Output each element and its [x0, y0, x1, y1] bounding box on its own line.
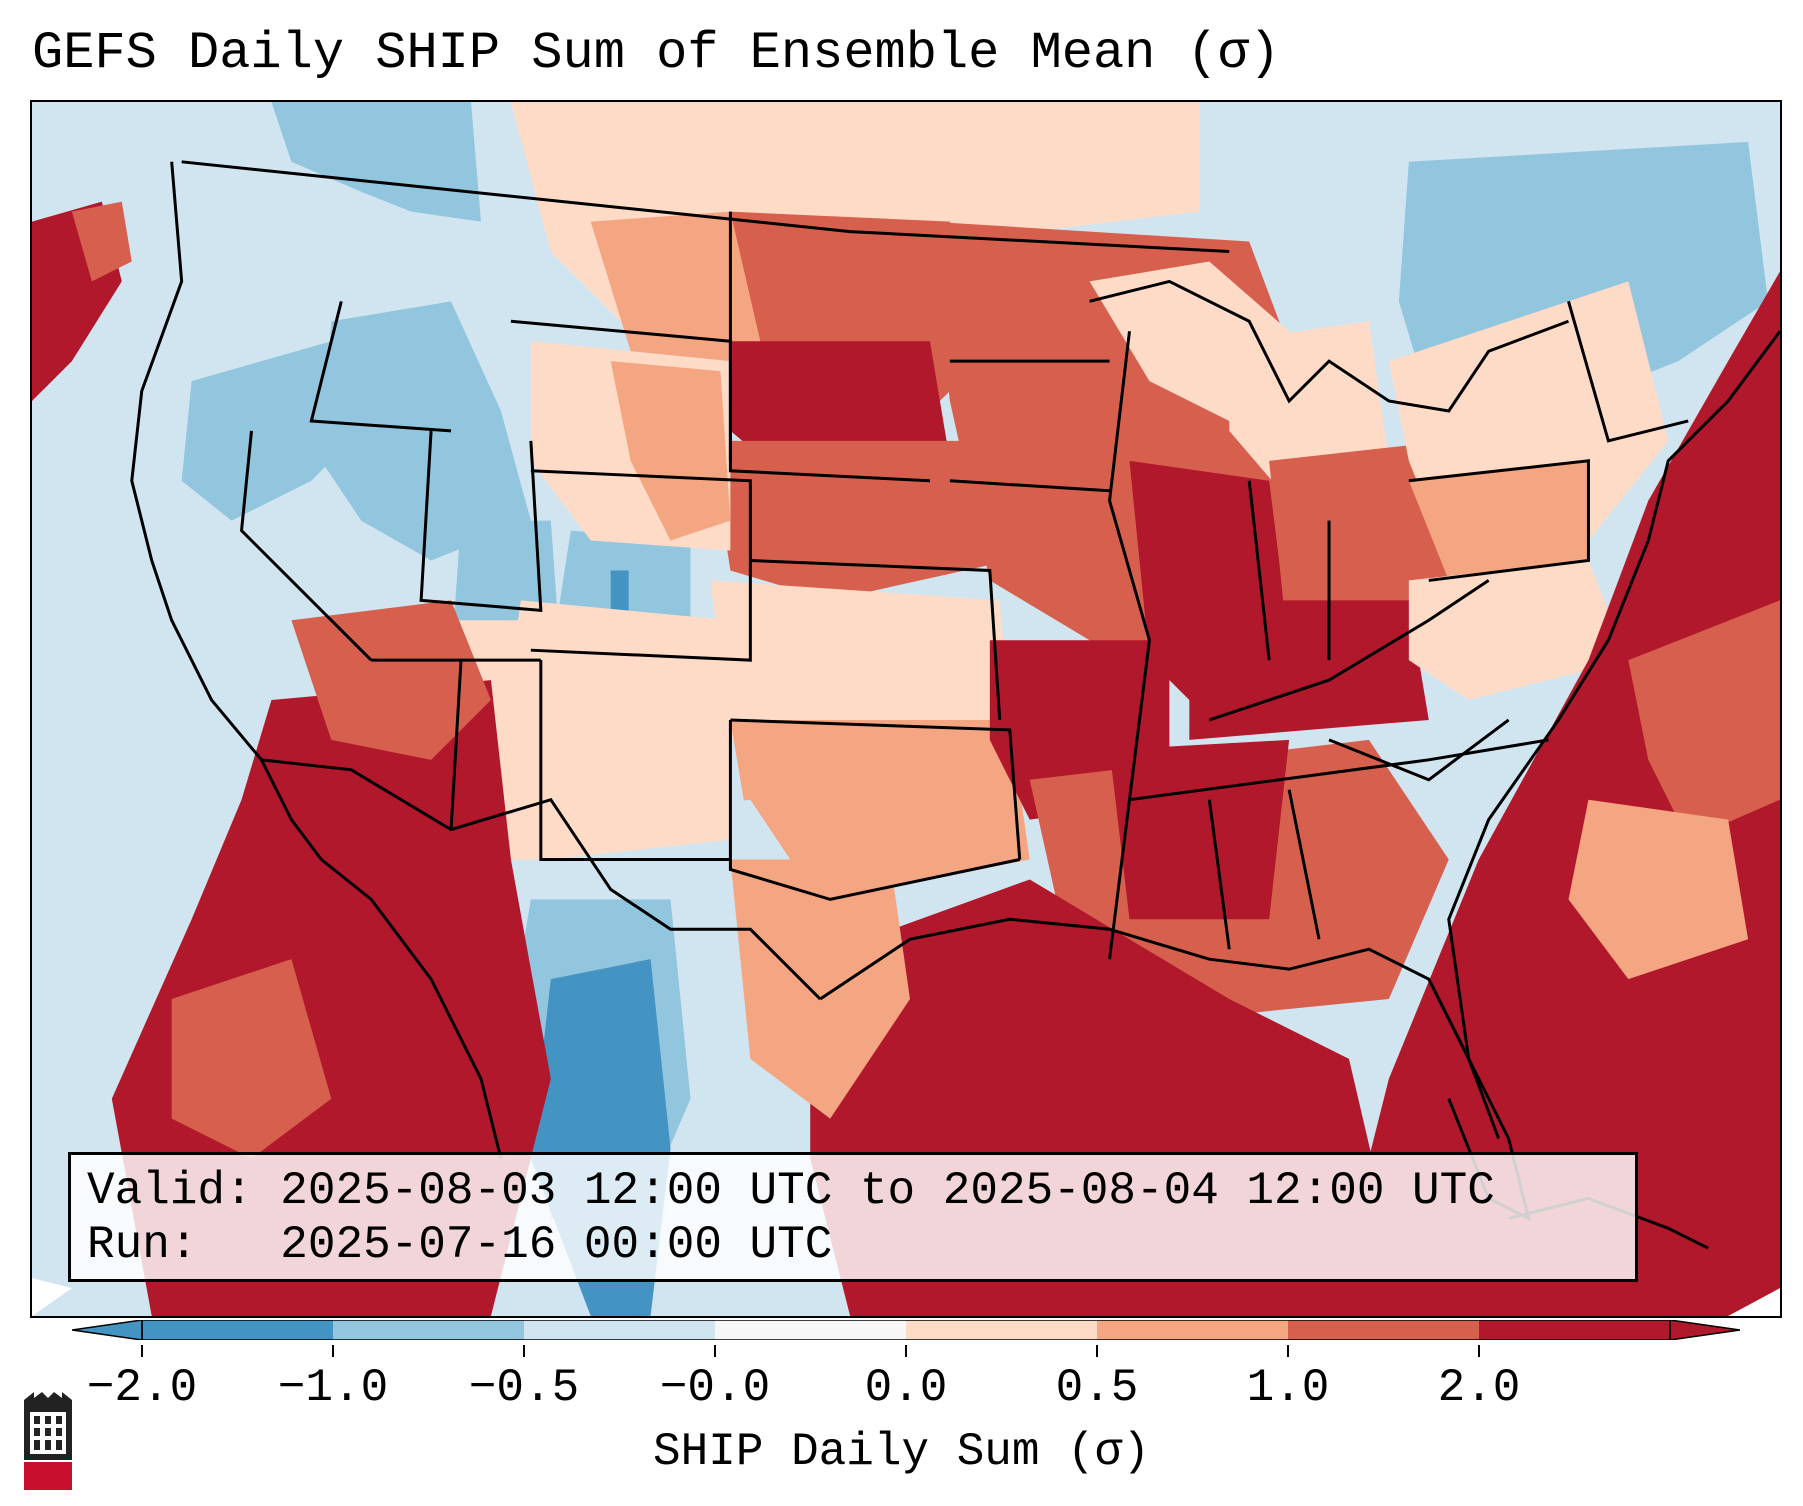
anomaly-region-texas-coast-orange — [730, 859, 910, 1119]
colorbar-tick-label: −1.0 — [277, 1362, 389, 1414]
border-pennsylvania — [1408, 459, 1590, 582]
anomaly-region-new-mexico-light — [500, 600, 731, 860]
anomaly-region-kansas-light — [710, 580, 1010, 740]
anomaly-region-atlantic-patch — [1628, 600, 1780, 840]
border-nebraska-kansas — [750, 558, 1002, 721]
border-utah — [419, 430, 543, 612]
border-carolinas — [1328, 718, 1510, 782]
colorbar-tick-label: −2.0 — [86, 1362, 198, 1414]
colorbar-tick-label: 1.0 — [1246, 1362, 1330, 1414]
map-svg — [32, 102, 1780, 1316]
anomaly-region-kentucky-dark — [1189, 600, 1429, 740]
anomaly-region-atlantic-patch2 — [1568, 799, 1749, 980]
colorbar-tick — [905, 1345, 907, 1357]
colorbar-tick — [332, 1345, 334, 1357]
border-oklahoma — [730, 718, 1022, 860]
colorbar-segment — [142, 1320, 334, 1340]
border-new-mexico — [539, 660, 731, 861]
colorbar-tick — [1478, 1345, 1480, 1357]
chart-title: GEFS Daily SHIP Sum of Ensemble Mean (σ) — [32, 24, 1281, 83]
colorbar-segment — [715, 1320, 907, 1340]
anomaly-region-idaho-blue — [321, 301, 531, 561]
colorbar-segment — [524, 1320, 716, 1340]
map-panel: Valid: 2025-08-03 12:00 UTC to 2025-08-0… — [30, 100, 1782, 1318]
us-mexico-border — [261, 758, 822, 1001]
colorbar-segment — [906, 1320, 1098, 1340]
niu-logo — [24, 1392, 72, 1490]
colorbar-tick — [141, 1345, 143, 1357]
colorbar-tick — [1287, 1345, 1289, 1357]
colorbar-tick — [714, 1345, 716, 1357]
border-idaho-wyoming — [309, 300, 452, 433]
run-line: Run: 2025-07-16 00:00 UTC — [87, 1219, 832, 1271]
colorbar-tick — [523, 1345, 525, 1357]
state-boundaries — [130, 160, 1780, 1250]
colorbar-tick-label: 2.0 — [1437, 1362, 1521, 1414]
colorbar-extend-min — [72, 1320, 143, 1340]
border-midwest — [949, 359, 1331, 661]
colorbar-label: SHIP Daily Sum (σ) — [653, 1426, 1150, 1478]
border-nevada-california — [239, 430, 373, 662]
valid-value: 2025-08-03 12:00 UTC to 2025-08-04 12:00… — [280, 1165, 1495, 1217]
border-tennessee — [1129, 738, 1549, 802]
map-projection-edge-corner-left — [32, 1278, 72, 1316]
anomaly-region-pacific-red-edge — [71, 201, 132, 282]
border-colorado — [530, 469, 752, 662]
colorbar-frame — [141, 1320, 1671, 1340]
east-coast — [1447, 330, 1780, 1060]
colorbar-tick — [1096, 1345, 1098, 1357]
colorbar-segment — [1479, 1320, 1671, 1340]
border-new-england — [1567, 300, 1689, 443]
colorbar-extend-max — [1669, 1320, 1740, 1340]
anomaly-region-pennsylvania-orange — [1408, 460, 1589, 581]
anomaly-region-oklahoma-orange — [730, 719, 1030, 900]
border-montana-dakota — [728, 211, 931, 483]
anomaly-region-pnw-blue — [271, 102, 481, 222]
us-canada-border — [181, 160, 1230, 254]
border-mississippi-river — [1108, 331, 1151, 960]
border-arizona — [371, 658, 541, 830]
colorbar-segments — [72, 1320, 1740, 1340]
border-texas — [728, 719, 1021, 901]
run-label: Run: — [87, 1219, 198, 1271]
anomaly-region-oregon-blue — [181, 341, 362, 521]
valid-line: Valid: 2025-08-03 12:00 UTC to 2025-08-0… — [87, 1165, 1495, 1217]
colorbar-tick-label: −0.5 — [468, 1362, 580, 1414]
anomaly-region-southwest-red — [291, 600, 491, 760]
colorbar-segment — [1288, 1320, 1480, 1340]
colorbar-segment — [333, 1320, 525, 1340]
colorbar-tick-label: −0.0 — [659, 1362, 771, 1414]
anomaly-region-atlantic-dark — [1329, 271, 1780, 1316]
anomaly-region-wyoming-orange — [610, 361, 731, 541]
valid-run-info-box: Valid: 2025-08-03 12:00 UTC to 2025-08-0… — [68, 1152, 1638, 1282]
colorbar-tick-label: 0.0 — [864, 1362, 948, 1414]
anomaly-region-baja-orange — [171, 959, 332, 1159]
great-lakes-outline — [1089, 279, 1570, 413]
colorbar-segment — [1097, 1320, 1289, 1340]
border-ohio-river — [1208, 579, 1490, 722]
colorbar-tick-label: 0.5 — [1055, 1362, 1139, 1414]
run-value: 2025-07-16 00:00 UTC — [280, 1219, 833, 1271]
anomaly-region-mississippi-dark — [1109, 739, 1290, 920]
colorbar — [72, 1320, 1740, 1340]
valid-label: Valid: — [87, 1165, 253, 1217]
west-coast — [130, 161, 503, 1159]
border-alabama-georgia — [1207, 789, 1321, 950]
